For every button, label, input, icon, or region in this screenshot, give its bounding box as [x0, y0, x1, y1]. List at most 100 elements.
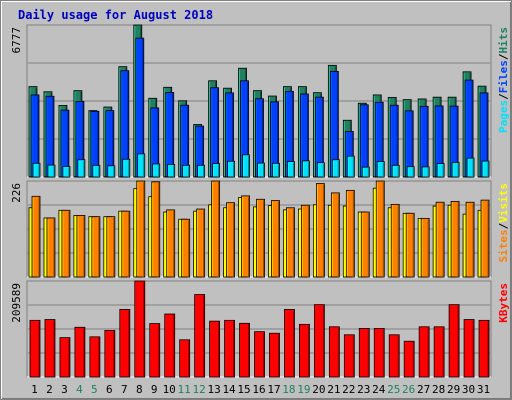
x-tick-label: 20	[312, 383, 325, 396]
bar-kbytes	[478, 319, 490, 378]
x-tick-label: 27	[417, 383, 430, 396]
bar-kbytes	[59, 337, 71, 378]
bar-pages	[421, 166, 430, 178]
bar-pages	[122, 158, 131, 178]
bar-sites	[286, 207, 295, 278]
bar-kbytes	[433, 326, 445, 378]
max-label-hits-files-pages: 6777	[10, 27, 23, 54]
bar-pages	[451, 162, 460, 178]
bar-sites	[315, 183, 325, 278]
x-tick-label: 15	[237, 383, 250, 396]
bar-sites	[450, 200, 460, 278]
bar-kbytes	[448, 304, 460, 378]
bar-sites	[121, 210, 131, 278]
bar-pages	[242, 154, 250, 178]
bar-pages	[182, 164, 191, 178]
bar-sites	[271, 200, 280, 278]
x-tick-label: 30	[462, 383, 475, 396]
bar-kbytes	[104, 330, 116, 378]
axis-label-part: Sites	[497, 229, 510, 262]
bar-pages	[346, 155, 355, 178]
bar-kbytes	[343, 334, 355, 378]
x-tick-label: 21	[327, 383, 340, 396]
axis-label-kbytes: KBytes	[497, 283, 510, 323]
axis-label-separator: /	[497, 222, 510, 229]
bar-pages	[167, 164, 176, 178]
x-tick-label: 23	[357, 383, 370, 396]
x-tick-label: 22	[342, 383, 355, 396]
axis-label-visits-sites: Sites/Visits	[497, 183, 510, 263]
max-label-kbytes: 209589	[10, 283, 23, 323]
axis-label-hits-files-pages: Pages/Files/Hits	[497, 27, 510, 133]
bar-sites	[211, 180, 221, 278]
x-tick-label: 6	[106, 383, 113, 396]
bar-kbytes	[44, 319, 56, 378]
bar-kbytes	[299, 323, 310, 378]
x-tick-label: 1	[31, 383, 38, 396]
x-tick-label: 17	[267, 383, 280, 396]
bar-sites	[226, 202, 235, 278]
axis-label-part: KBytes	[497, 283, 510, 323]
bar-kbytes	[149, 323, 161, 378]
bar-sites	[196, 208, 206, 278]
bar-files	[359, 104, 369, 178]
bar-pages	[302, 160, 310, 178]
bar-sites	[345, 189, 355, 278]
bar-pages	[287, 161, 295, 178]
bar-sites	[330, 192, 340, 278]
x-tick-label: 31	[477, 383, 490, 396]
bar-kbytes	[403, 340, 415, 378]
chart-title: Daily usage for August 2018	[18, 8, 213, 22]
bar-kbytes	[119, 309, 131, 378]
bar-sites	[151, 181, 161, 278]
bar-kbytes	[29, 319, 41, 378]
bar-kbytes	[179, 339, 191, 378]
x-tick-label: 11	[178, 383, 191, 396]
bar-files	[120, 70, 130, 178]
bar-kbytes	[89, 336, 101, 378]
bar-pages	[227, 160, 235, 178]
bar-pages	[272, 162, 280, 178]
bar-sites	[31, 195, 41, 278]
bar-sites	[166, 209, 176, 278]
bar-kbytes	[269, 332, 280, 378]
axis-label-part: Visits	[497, 183, 510, 223]
x-tick-label: 12	[193, 383, 206, 396]
x-tick-label: 8	[136, 383, 143, 396]
bar-pages	[316, 162, 325, 178]
x-tick-label: 13	[207, 383, 220, 396]
bar-pages	[466, 157, 475, 178]
max-label-visits-sites: 226	[10, 183, 23, 203]
bar-pages	[137, 153, 146, 178]
bar-pages	[152, 163, 161, 178]
bar-pages	[32, 162, 41, 178]
bar-pages	[406, 166, 415, 178]
x-tick-label: 19	[297, 383, 310, 396]
bar-kbytes	[254, 331, 265, 378]
x-tick-label: 29	[447, 383, 460, 396]
x-tick-label: 28	[432, 383, 445, 396]
bar-pages	[47, 164, 56, 178]
bar-pages	[361, 166, 370, 178]
bar-pages	[436, 163, 445, 178]
x-tick-label: 7	[121, 383, 128, 396]
x-tick-label: 26	[402, 383, 415, 396]
bar-sites	[91, 216, 101, 278]
bar-sites	[435, 201, 445, 278]
bar-pages	[197, 164, 206, 178]
x-tick-label: 5	[91, 383, 98, 396]
axis-label-part: Files	[497, 60, 510, 93]
bar-pages	[331, 159, 340, 178]
bar-sites	[61, 209, 71, 278]
bar-kbytes	[164, 313, 176, 378]
bar-kbytes	[194, 294, 206, 378]
bar-pages	[107, 165, 116, 178]
bar-pages	[212, 163, 221, 178]
bar-sites	[360, 211, 370, 278]
bar-pages	[376, 161, 385, 178]
bar-kbytes	[224, 319, 235, 378]
bar-kbytes	[328, 326, 340, 378]
bar-sites	[136, 180, 146, 278]
bar-kbytes	[418, 326, 430, 378]
